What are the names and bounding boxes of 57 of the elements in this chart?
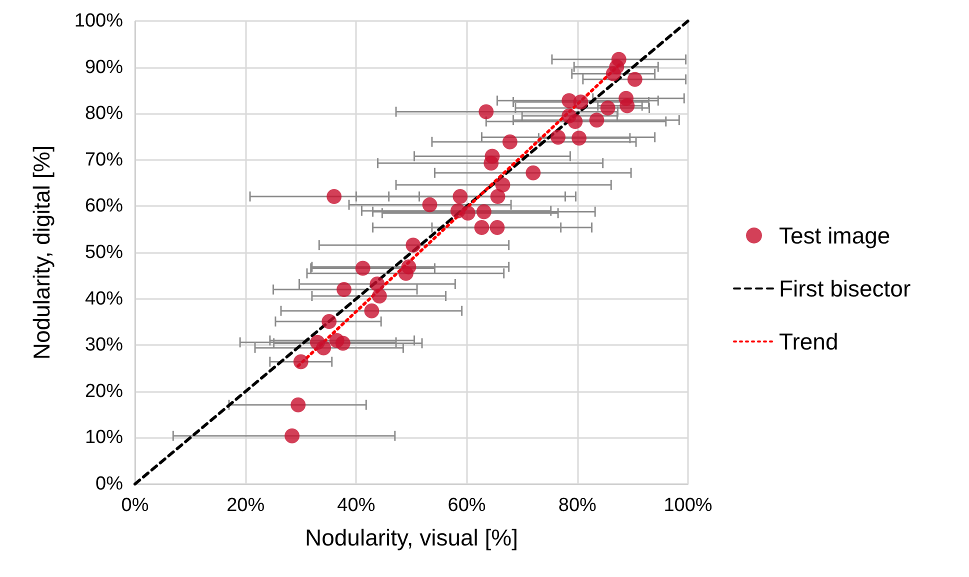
point xyxy=(606,66,621,82)
x-tick-label: 80% xyxy=(558,495,597,516)
point xyxy=(370,276,385,292)
point xyxy=(568,114,583,129)
point xyxy=(573,94,588,110)
point xyxy=(490,188,506,204)
point xyxy=(502,134,518,150)
point xyxy=(495,177,510,192)
x-tick-label: 0% xyxy=(121,495,149,516)
y-tick-label: 10% xyxy=(84,427,124,448)
y-tick-label: 70% xyxy=(84,149,124,170)
y-tick-label: 60% xyxy=(84,196,124,217)
point xyxy=(620,98,635,114)
y-tick-label: 20% xyxy=(84,380,124,402)
point xyxy=(600,100,616,116)
point xyxy=(526,165,541,180)
x-tick-label: 40% xyxy=(337,495,376,516)
point xyxy=(474,220,490,235)
y-axis-title: Nodularity, digital [%] xyxy=(28,145,54,360)
point xyxy=(627,72,642,87)
point xyxy=(550,130,566,145)
point xyxy=(589,112,604,128)
x-tick-label: 20% xyxy=(226,495,265,516)
point xyxy=(316,340,332,356)
point xyxy=(490,220,505,235)
point xyxy=(478,104,494,120)
y-tick-label: 100% xyxy=(74,10,124,32)
legend-label: Trend xyxy=(779,328,838,354)
point xyxy=(293,354,308,370)
point xyxy=(422,197,438,212)
point xyxy=(335,336,350,351)
point xyxy=(476,204,492,220)
y-tick-label: 30% xyxy=(84,334,124,356)
point xyxy=(460,206,476,221)
point xyxy=(372,288,387,304)
point xyxy=(401,259,416,274)
point xyxy=(284,428,300,444)
legend-label: First bisector xyxy=(779,276,911,302)
y-tick-label: 40% xyxy=(84,288,124,310)
x-tick-label: 60% xyxy=(448,495,486,516)
legend-label: Test image xyxy=(779,222,890,248)
point xyxy=(322,314,337,329)
point xyxy=(406,238,421,253)
point xyxy=(326,188,342,204)
y-tick-label: 80% xyxy=(84,103,124,124)
y-tick-label: 50% xyxy=(84,242,124,263)
y-tick-label: 90% xyxy=(84,56,124,78)
point xyxy=(452,188,468,204)
x-axis-title: Nodularity, visual [%] xyxy=(304,524,518,550)
y-tick-label: 0% xyxy=(96,474,124,494)
x-tick-label: 100% xyxy=(664,495,712,516)
point xyxy=(484,148,500,164)
point xyxy=(336,282,352,298)
point xyxy=(290,397,306,412)
point xyxy=(364,303,380,318)
point xyxy=(355,260,370,276)
point xyxy=(572,130,587,146)
